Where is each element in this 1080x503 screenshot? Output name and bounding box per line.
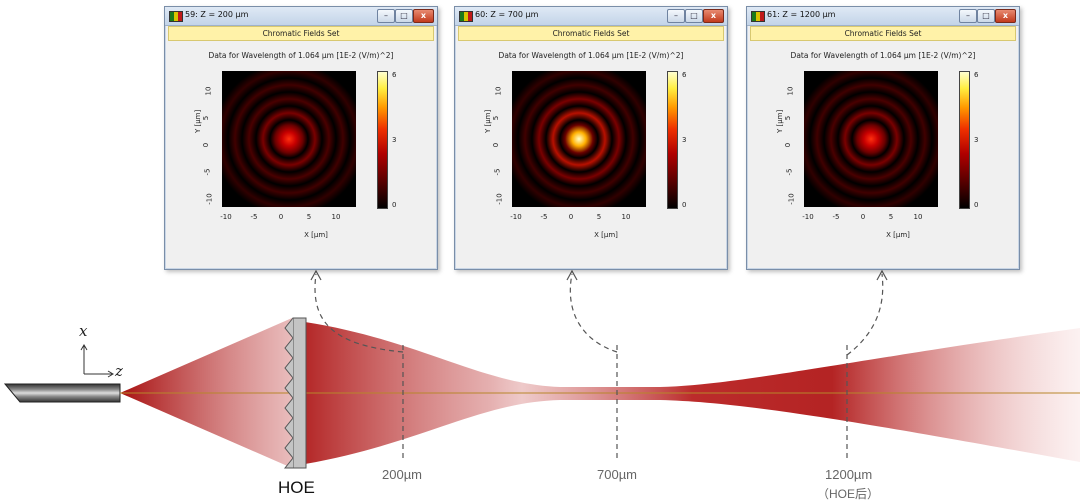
y-tick-label: 5 [202, 115, 211, 121]
hoe-label: HOE [278, 478, 315, 497]
beam-axes [80, 344, 114, 378]
colorbar [667, 71, 678, 209]
colorbar-tick-label: 0 [974, 201, 979, 209]
intensity-plot [222, 71, 356, 207]
y-tick-label: -5 [493, 168, 502, 176]
window-body: Data for Wavelength of 1.064 µm [1E-2 (V… [750, 41, 1016, 266]
plot-caption: Data for Wavelength of 1.064 µm [1E-2 (V… [790, 51, 976, 60]
y-axis-label: Y [µm] [484, 109, 492, 133]
x-tick-label: 10 [331, 213, 341, 221]
intensity-plot [804, 71, 938, 207]
y-tick-label: 10 [786, 86, 795, 96]
colorbar-tick-label: 6 [392, 71, 397, 79]
window-header: Chromatic Fields Set [168, 26, 434, 41]
y-tick-label: 0 [202, 142, 211, 148]
airy-pattern [804, 71, 938, 207]
x-tick-label: 5 [596, 213, 602, 221]
x-tick-label: -10 [510, 213, 522, 221]
close-button[interactable]: x [703, 9, 724, 23]
x-tick-label: 10 [621, 213, 631, 221]
arrow-heads [310, 269, 888, 281]
colorbar-tick-label: 3 [974, 136, 979, 144]
colorbar-tick-label: 6 [974, 71, 979, 79]
airy-pattern [512, 71, 646, 207]
window-body: Data for Wavelength of 1.064 µm [1E-2 (V… [458, 41, 724, 266]
x-tick-label: -5 [250, 213, 258, 221]
maximize-button[interactable]: □ [977, 9, 995, 23]
window-titlebar[interactable]: 60: Z = 700 µm – □ x [455, 7, 727, 26]
minimize-button[interactable]: – [667, 9, 685, 23]
x-tick-label: 0 [568, 213, 574, 221]
colorbar-tick-label: 0 [682, 201, 687, 209]
y-tick-label: -5 [785, 168, 794, 176]
app-icon [459, 11, 473, 22]
y-tick-label: 10 [204, 86, 213, 96]
x-tick-label: -10 [220, 213, 232, 221]
x-tick-label: 0 [860, 213, 866, 221]
x-tick-label: -5 [540, 213, 548, 221]
minimize-button[interactable]: – [959, 9, 977, 23]
colorbar-tick-label: 3 [682, 136, 687, 144]
window-title: 59: Z = 200 µm [185, 10, 249, 19]
field-window[interactable]: 60: Z = 700 µm – □ x Chromatic Fields Se… [454, 6, 728, 270]
beam-axis-x-label: x [79, 322, 88, 340]
y-axis-label: Y [µm] [776, 109, 784, 133]
fiber [3, 383, 121, 403]
x-tick-label: 5 [888, 213, 894, 221]
position-label-1200: 1200µm [825, 467, 873, 482]
window-titlebar[interactable]: 61: Z = 1200 µm – □ x [747, 7, 1019, 26]
y-tick-label: -10 [495, 193, 504, 205]
y-axis-label: Y [µm] [194, 109, 202, 133]
field-window[interactable]: 61: Z = 1200 µm – □ x Chromatic Fields S… [746, 6, 1020, 270]
colorbar-tick-label: 3 [392, 136, 397, 144]
window-header: Chromatic Fields Set [750, 26, 1016, 41]
x-tick-label: 5 [306, 213, 312, 221]
position-label-200: 200µm [382, 467, 423, 482]
intensity-plot [512, 71, 646, 207]
x-tick-label: 10 [913, 213, 923, 221]
colorbar [377, 71, 388, 209]
y-tick-label: -10 [787, 193, 796, 205]
hoe-element [283, 317, 307, 469]
y-tick-label: -5 [203, 168, 212, 176]
plot-caption: Data for Wavelength of 1.064 µm [1E-2 (V… [498, 51, 684, 60]
beam-axis-z-label: z [115, 362, 123, 380]
x-axis-label: X [µm] [886, 231, 910, 239]
plot-caption: Data for Wavelength of 1.064 µm [1E-2 (V… [208, 51, 394, 60]
y-tick-label: 5 [492, 115, 501, 121]
x-tick-label: -10 [802, 213, 814, 221]
x-tick-label: 0 [278, 213, 284, 221]
after-hoe-note: （HOE后） [817, 487, 880, 501]
colorbar-tick-label: 0 [392, 201, 397, 209]
x-axis-label: X [µm] [304, 231, 328, 239]
window-header: Chromatic Fields Set [458, 26, 724, 41]
colorbar [959, 71, 970, 209]
minimize-button[interactable]: – [377, 9, 395, 23]
close-button[interactable]: x [995, 9, 1016, 23]
y-tick-label: 5 [784, 115, 793, 121]
y-tick-label: 0 [492, 142, 501, 148]
app-icon [169, 11, 183, 22]
x-axis-label: X [µm] [594, 231, 618, 239]
maximize-button[interactable]: □ [685, 9, 703, 23]
field-window[interactable]: 59: Z = 200 µm – □ x Chromatic Fields Se… [164, 6, 438, 270]
window-title: 60: Z = 700 µm [475, 10, 539, 19]
close-button[interactable]: x [413, 9, 434, 23]
window-body: Data for Wavelength of 1.064 µm [1E-2 (V… [168, 41, 434, 266]
window-titlebar[interactable]: 59: Z = 200 µm – □ x [165, 7, 437, 26]
y-tick-label: 10 [494, 86, 503, 96]
maximize-button[interactable]: □ [395, 9, 413, 23]
app-icon [751, 11, 765, 22]
position-markers [314, 273, 884, 462]
y-tick-label: 0 [784, 142, 793, 148]
y-tick-label: -10 [205, 193, 214, 205]
position-label-700: 700µm [597, 467, 638, 482]
colorbar-tick-label: 6 [682, 71, 687, 79]
window-title: 61: Z = 1200 µm [767, 10, 836, 19]
x-tick-label: -5 [832, 213, 840, 221]
airy-pattern [222, 71, 356, 207]
